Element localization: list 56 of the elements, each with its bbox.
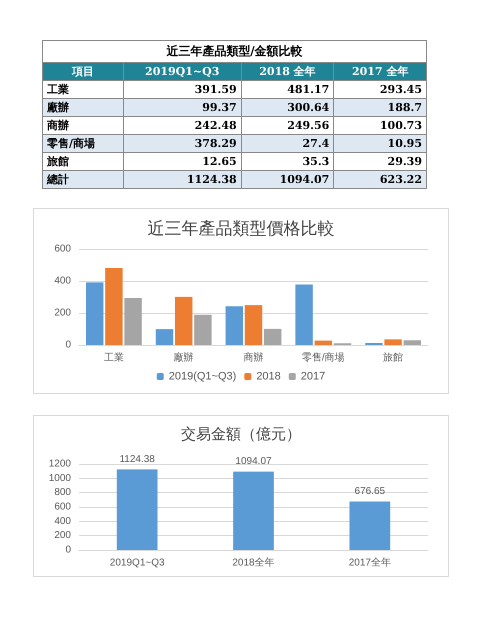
data-label: 378.29 [123, 134, 242, 152]
data-label: 99.37 [123, 98, 242, 116]
legend-label: 2019(Q1~Q3) [168, 370, 236, 382]
data-label: 676.65 [354, 486, 386, 498]
chart-title: 交易金額（億元） [181, 426, 301, 443]
y-tick-label: 400 [54, 516, 72, 527]
text: 項目 [42, 62, 124, 80]
chart-title: 近三年產品類型價格比較 [148, 219, 334, 238]
category-label: 零售/商場 [42, 134, 124, 152]
data-label: 1124.38 [119, 454, 156, 465]
data-label: 242.48 [123, 116, 242, 134]
data-label: 35.3 [241, 152, 334, 170]
y-tick-label: 600 [54, 502, 72, 512]
x-tick-label: 旅館 [383, 352, 404, 364]
y-tick-label: 1200 [48, 458, 72, 470]
x-tick-label: 2018全年 [232, 556, 275, 568]
series-label: 2019Q1~Q3 [123, 62, 242, 80]
data-label: 249.56 [241, 116, 334, 134]
series-label: 2017 全年 [334, 62, 426, 80]
data-label: 1094.07 [241, 170, 334, 188]
category-label: 商辦 [42, 116, 124, 134]
data-label: 100.73 [334, 116, 426, 134]
x-tick-label: 2017全年 [348, 556, 391, 568]
y-tick-label: 1000 [48, 472, 72, 484]
y-tick-label: 600 [54, 244, 72, 254]
y-tick-label: 0 [65, 544, 72, 556]
series-label: 2018 全年 [241, 62, 334, 80]
legend-label: 2017 [300, 370, 326, 382]
category-label: 旅館 [42, 152, 124, 170]
data-label: 300.64 [241, 98, 334, 116]
data-label: 27.4 [241, 134, 334, 152]
category-label: 工業 [42, 80, 124, 98]
data-label: 481.17 [241, 80, 334, 98]
data-label: 1094.07 [235, 456, 272, 468]
x-tick-label: 商辦 [244, 352, 264, 364]
data-label: 12.65 [123, 152, 242, 170]
data-label: 391.59 [123, 80, 242, 98]
y-tick-label: 800 [54, 487, 72, 498]
category-label: 廠辦 [42, 98, 124, 116]
y-tick-label: 200 [54, 308, 72, 318]
x-tick-label: 零售/商場 [302, 352, 345, 364]
data-label: 10.95 [334, 134, 426, 152]
y-tick-label: 400 [54, 276, 72, 286]
text: 近三年產品類型/金額比較 [42, 40, 427, 62]
legend-label: 2018 [256, 370, 281, 382]
y-tick-label: 200 [54, 530, 72, 542]
data-label: 188.7 [334, 98, 426, 116]
x-tick-label: 2019Q1~Q3 [110, 558, 165, 568]
x-tick-label: 廠辦 [174, 352, 194, 364]
data-label: 623.22 [334, 170, 426, 188]
y-tick-label: 0 [65, 340, 72, 350]
x-tick-label: 工業 [104, 352, 124, 364]
data-label: 293.45 [334, 80, 426, 98]
category-label: 總計 [42, 170, 124, 188]
data-label: 29.39 [334, 152, 426, 170]
data-label: 1124.38 [123, 170, 242, 188]
